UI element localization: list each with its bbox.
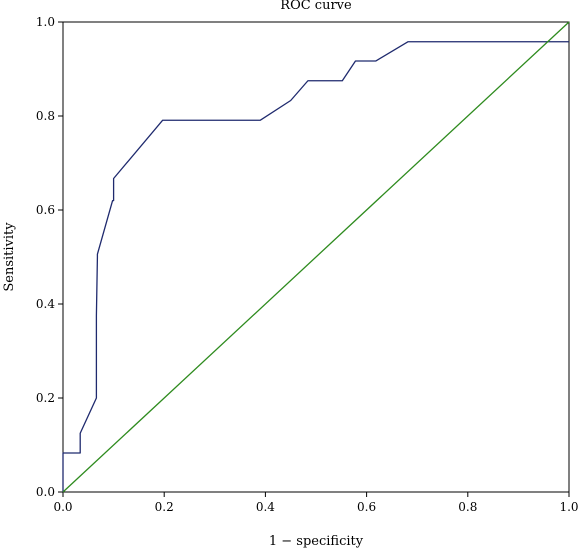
reference-diagonal-line	[62, 21, 570, 493]
x-tick-label: 0.4	[256, 500, 275, 514]
y-tick-label: 1.0	[36, 15, 55, 29]
x-tick-label: 0.8	[458, 500, 477, 514]
y-tick-label: 0.8	[36, 109, 55, 123]
x-tick-label: 0.2	[155, 500, 174, 514]
x-axis-label: 1 − specificity	[269, 534, 364, 549]
x-axis: 0.0 0.2 0.4 0.6 0.8 1.0	[53, 492, 578, 514]
y-axis: 0.0 0.2 0.4 0.6 0.8 1.0	[36, 15, 63, 499]
series-layer	[62, 21, 570, 493]
chart-title: ROC curve	[280, 0, 352, 13]
x-tick-label: 0.0	[53, 500, 72, 514]
x-tick-label: 1.0	[559, 500, 578, 514]
plot-frame	[62, 21, 570, 493]
y-tick-label: 0.0	[36, 485, 55, 499]
roc-curve-line	[62, 41, 569, 492]
y-tick-label: 0.6	[36, 203, 55, 217]
x-tick-label: 0.6	[357, 500, 376, 514]
y-tick-label: 0.4	[36, 297, 55, 311]
y-axis-label: Sensitivity	[2, 222, 17, 292]
y-tick-label: 0.2	[36, 391, 55, 405]
